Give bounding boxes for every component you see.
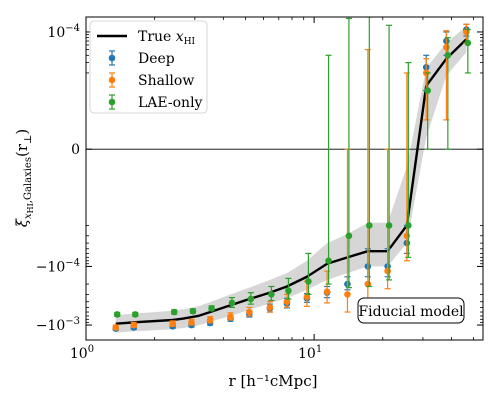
legend-entry-true-x: True xHI	[97, 29, 196, 47]
legend-frame	[89, 20, 208, 114]
legend-marker	[108, 76, 116, 84]
data-point	[228, 299, 236, 307]
y-axis-label-sub: x	[23, 213, 34, 219]
data-point	[169, 320, 177, 328]
legend-label: True xHI	[138, 29, 196, 47]
y-axis-label-symbol: ξ	[13, 218, 31, 227]
data-point	[170, 308, 178, 316]
y-tick-label: 10−4	[47, 23, 80, 41]
data-point	[384, 267, 391, 275]
series-shallow	[112, 23, 470, 331]
data-points-layer	[112, 17, 472, 332]
data-point	[208, 305, 215, 312]
data-point	[323, 288, 331, 296]
data-point	[303, 293, 311, 301]
data-point	[345, 232, 353, 240]
data-point	[385, 222, 393, 229]
data-point	[113, 311, 121, 318]
data-point	[112, 324, 120, 331]
uncertainty-band-layer	[115, 26, 467, 333]
y-axis-label-subsub: HI	[26, 203, 35, 213]
annotation-frame	[357, 297, 465, 324]
data-point	[285, 287, 292, 295]
data-point	[444, 51, 452, 59]
data-point	[227, 313, 234, 320]
annotation-box: Fiducial model	[357, 297, 465, 324]
y-tick-label: 0	[71, 142, 80, 158]
y-axis-label-arg: (r	[13, 143, 31, 157]
data-point	[188, 319, 195, 326]
legend-entry-deep: Deep	[108, 50, 175, 67]
legend: True xHI Deep Shallow LAE-only	[89, 20, 208, 114]
data-point	[283, 298, 291, 306]
data-point	[403, 232, 411, 240]
legend-entry-shallow: Shallow	[108, 72, 194, 89]
annotation-text: Fiducial model	[358, 304, 464, 320]
axes-frame	[85, 16, 484, 341]
y-tick-label: −10−3	[36, 316, 80, 334]
y-axis-label-arg-sub: ⊥	[23, 135, 34, 144]
legend-label: LAE-only	[138, 95, 203, 111]
svg-text:ξxHI,Galaxies(r⊥): ξxHI,Galaxies(r⊥)	[13, 129, 35, 228]
data-point	[131, 311, 139, 318]
data-point	[464, 39, 472, 47]
data-point	[366, 222, 373, 229]
x-tick-label: 101	[298, 344, 322, 362]
series-lae-only	[113, 17, 472, 318]
data-point	[189, 307, 197, 315]
data-point	[246, 308, 253, 316]
legend-label: Shallow	[138, 73, 194, 89]
true-line-band	[115, 26, 467, 333]
legend-marker	[108, 54, 116, 62]
data-point	[443, 43, 450, 51]
data-point	[305, 278, 312, 285]
legend-entry-lae-only: LAE-only	[108, 94, 203, 111]
data-point	[247, 295, 255, 303]
legend-label: Deep	[138, 51, 175, 67]
data-point	[405, 222, 412, 229]
data-point	[344, 291, 351, 298]
data-point	[130, 321, 138, 329]
data-point	[424, 87, 431, 94]
y-tick-label: −10−4	[36, 257, 80, 275]
data-point	[266, 304, 274, 311]
y-axis-label: ξxHI,Galaxies(r⊥)	[13, 129, 35, 228]
data-point	[325, 257, 332, 265]
x-tick-label: 100	[70, 344, 94, 362]
y-axis-label-rest: ,Galaxies	[23, 157, 34, 203]
ticks-layer: 100 101 −10−3 −10−4 0 10−4	[36, 17, 483, 362]
y-axis-label-close: )	[13, 129, 31, 135]
x-axis-label: r [h⁻¹cMpc]	[229, 372, 318, 390]
data-point	[268, 291, 275, 298]
data-point	[206, 316, 214, 324]
legend-marker	[108, 98, 116, 106]
